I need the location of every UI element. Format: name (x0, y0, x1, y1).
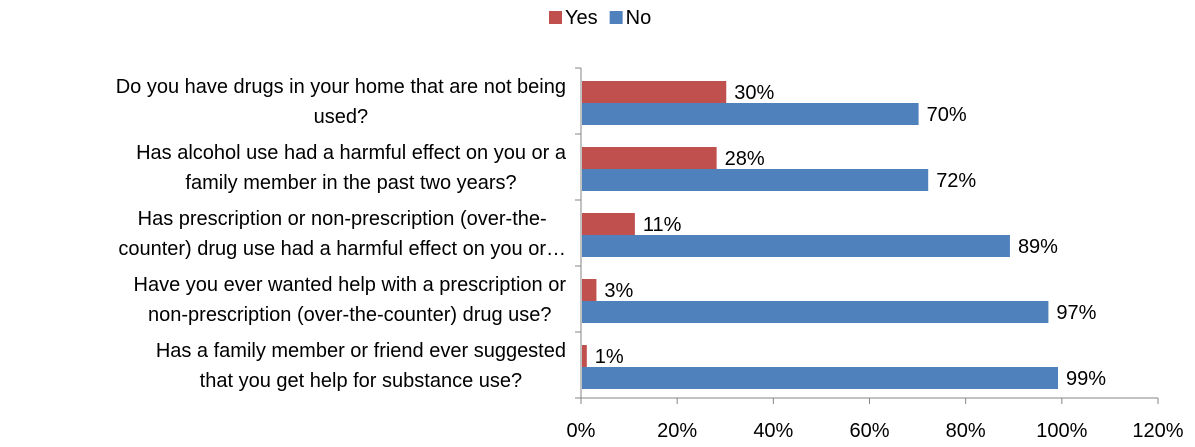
category-label-2-line-2: family member in the past two years? (185, 172, 516, 194)
x-tick-label: 40% (753, 420, 793, 442)
value-label-no-3: 89% (1018, 236, 1058, 258)
category-label-1-line-1: Do you have drugs in your home that are … (116, 76, 566, 98)
category-label-4-line-2: non-prescription (over-the-counter) drug… (148, 304, 552, 326)
bar-yes-2 (582, 147, 717, 169)
bar-yes-5 (582, 345, 587, 367)
x-tick-label: 0% (567, 420, 596, 442)
category-label-4-line-1: Have you ever wanted help with a prescri… (134, 274, 567, 296)
x-tick-label: 20% (657, 420, 697, 442)
value-label-no-2: 72% (936, 170, 976, 192)
legend-label-no: No (626, 7, 652, 29)
bars (582, 81, 1059, 389)
category-labels: Do you have drugs in your home that are … (116, 76, 567, 392)
value-label-yes-5: 1% (595, 346, 624, 368)
value-label-yes-3: 11% (643, 214, 682, 236)
bar-no-4 (582, 301, 1049, 323)
x-tick-label: 80% (946, 420, 986, 442)
legend-label-yes: Yes (565, 7, 598, 29)
x-tick-label: 60% (849, 420, 889, 442)
bar-yes-1 (582, 81, 727, 103)
bar-no-3 (582, 235, 1010, 257)
value-label-no-4: 97% (1056, 302, 1096, 324)
value-label-no-1: 70% (927, 104, 967, 126)
bar-no-5 (582, 367, 1059, 389)
value-label-yes-2: 28% (725, 148, 765, 170)
legend: Yes No (549, 7, 651, 29)
category-label-3-line-2: counter) drug use had a harmful effect o… (118, 238, 566, 260)
category-label-5-line-1: Has a family member or friend ever sugge… (156, 340, 566, 362)
x-tick-label: 120% (1132, 420, 1183, 442)
bar-yes-3 (582, 213, 635, 235)
category-label-1-line-2: used? (314, 106, 369, 128)
category-label-2-line-1: Has alcohol use had a harmful effect on … (136, 142, 567, 164)
axes (575, 67, 1159, 404)
value-label-yes-4: 3% (604, 280, 633, 302)
category-label-3-line-1: Has prescription or non-prescription (ov… (138, 208, 547, 230)
value-label-yes-1: 30% (734, 82, 774, 104)
value-label-no-5: 99% (1066, 368, 1106, 390)
category-label-5-line-2: that you get help for substance use? (200, 370, 522, 392)
bar-no-1 (582, 103, 919, 125)
value-labels: 30% 28% 11% 3% 1% 70% 72% 89% 97% 99% (595, 82, 1106, 390)
x-tick-label: 100% (1036, 420, 1087, 442)
bar-no-2 (582, 169, 929, 191)
legend-swatch-yes (549, 11, 562, 24)
legend-swatch-no (609, 11, 623, 24)
bar-yes-4 (582, 279, 597, 301)
x-tick-labels: 0% 20% 40% 60% 80% 100% 120% (567, 420, 1184, 442)
